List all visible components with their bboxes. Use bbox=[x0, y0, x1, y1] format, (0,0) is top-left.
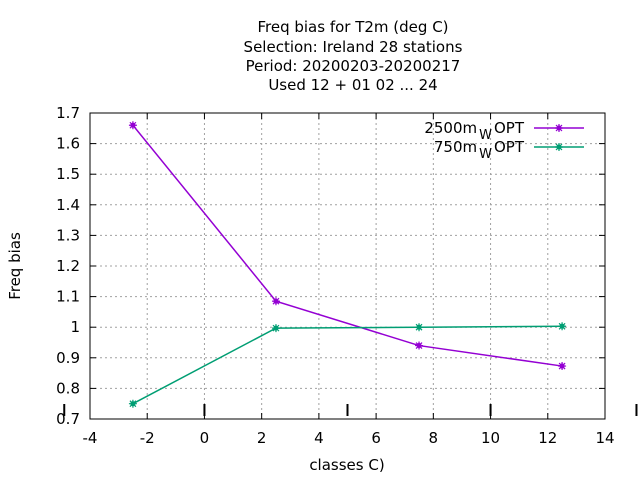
legend-entry: 2500m W OPT bbox=[424, 119, 584, 143]
y-axis-label: Freq bias bbox=[6, 232, 24, 300]
legend-label: 750m W OPT bbox=[434, 138, 525, 162]
y-tick-label: 0.8 bbox=[56, 379, 80, 397]
y-tick-label: 0.9 bbox=[56, 349, 80, 367]
y-tick-label: 1.2 bbox=[56, 257, 80, 275]
title-line-4: Used 12 + 01 02 ... 24 bbox=[268, 76, 437, 94]
x-axis-label: classes C) bbox=[309, 456, 384, 474]
x-tick-label: -2 bbox=[140, 429, 155, 447]
x-tick-label: 6 bbox=[371, 429, 381, 447]
title-line-1: Freq bias for T2m (deg C) bbox=[257, 18, 448, 36]
x-tick-label: 0 bbox=[200, 429, 210, 447]
title-line-3: Period: 20200203-20200217 bbox=[246, 57, 461, 75]
series-line-2500m bbox=[132, 124, 563, 367]
plot-border bbox=[89, 112, 606, 420]
y-tick-label: 1.4 bbox=[56, 196, 80, 214]
title-line-2: Selection: Ireland 28 stations bbox=[244, 38, 463, 56]
data-point bbox=[271, 324, 280, 333]
x-tick-label: -4 bbox=[83, 429, 98, 447]
y-tick-label: 1.5 bbox=[56, 165, 80, 183]
y-tick-label: 1.3 bbox=[56, 226, 80, 244]
series-layer bbox=[128, 121, 567, 408]
data-point bbox=[415, 341, 424, 350]
y-tick-label: 0.7 bbox=[56, 410, 80, 428]
legend-entry: 750m W OPT bbox=[434, 138, 584, 162]
y-tick-label: 1.6 bbox=[56, 135, 80, 153]
data-point bbox=[558, 362, 567, 371]
y-tick-label: 1.1 bbox=[56, 288, 80, 306]
data-point bbox=[128, 121, 137, 130]
x-tick-label: 14 bbox=[595, 429, 614, 447]
x-tick-label: 10 bbox=[481, 429, 500, 447]
x-tick-label: 2 bbox=[257, 429, 267, 447]
data-point bbox=[558, 322, 567, 331]
data-point bbox=[271, 297, 280, 306]
chart-title: Freq bias for T2m (deg C) Selection: Ire… bbox=[244, 18, 463, 94]
x-tick-label: 12 bbox=[538, 429, 557, 447]
y-tick-label: 1.7 bbox=[56, 104, 80, 122]
series-line-750m bbox=[132, 325, 563, 405]
grid-lines bbox=[90, 113, 605, 419]
data-point bbox=[128, 399, 137, 408]
axis-ticks: -4 -2 0 2 4 6 8 10 12 14 0.7 0.8 0.9 1 1.1 1.2 1.3 1.4 1.5… bbox=[56, 104, 638, 447]
y-tick-label: 1 bbox=[70, 318, 80, 336]
x-tick-label: 4 bbox=[314, 429, 324, 447]
data-point bbox=[415, 323, 424, 332]
legend-label: 2500m W OPT bbox=[424, 119, 525, 143]
x-tick-label: 8 bbox=[429, 429, 439, 447]
